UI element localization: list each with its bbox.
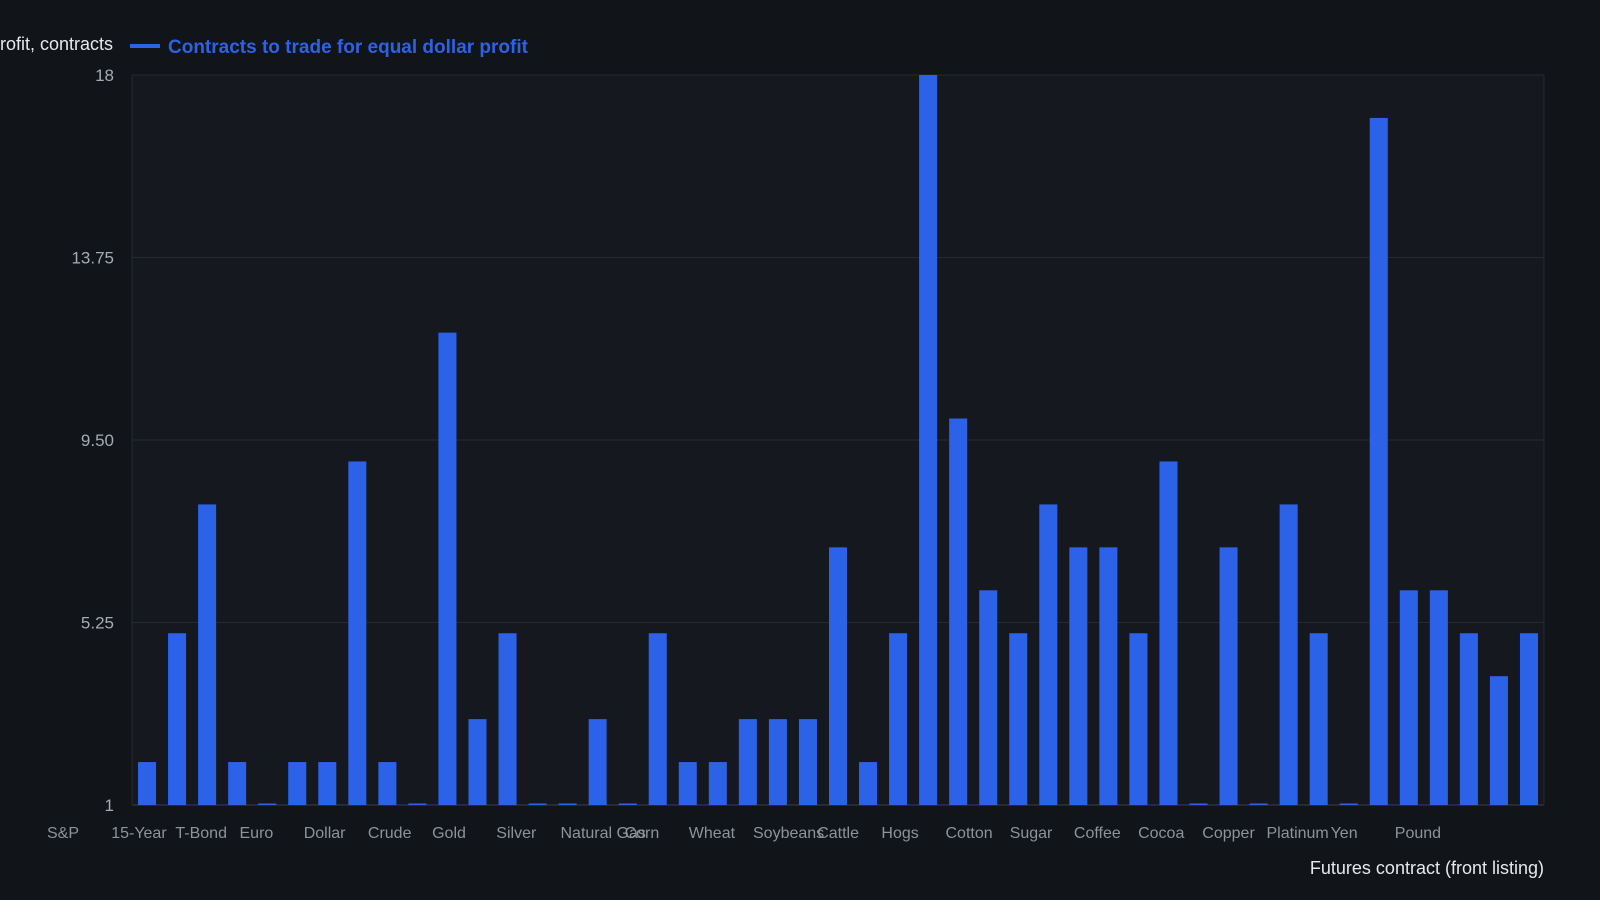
x-tick-label: Wheat	[689, 825, 736, 842]
bar[interactable]	[1069, 547, 1088, 805]
bar[interactable]	[558, 803, 577, 806]
bar[interactable]	[618, 803, 637, 806]
bar[interactable]	[1249, 803, 1268, 806]
bar[interactable]	[168, 633, 187, 805]
bar[interactable]	[528, 803, 547, 806]
x-tick-label: Yen	[1331, 825, 1358, 842]
bar[interactable]	[258, 803, 277, 806]
bar[interactable]	[468, 719, 487, 805]
bar[interactable]	[1339, 803, 1358, 806]
x-tick-label: Cattle	[817, 825, 859, 842]
x-tick-label: Natural Gas	[561, 825, 646, 842]
bar[interactable]	[588, 719, 607, 805]
x-tick-label: Hogs	[881, 825, 918, 842]
bar[interactable]	[288, 762, 307, 805]
bar[interactable]	[708, 762, 727, 805]
bar[interactable]	[1429, 590, 1448, 805]
y-tick-label: 5.25	[81, 614, 114, 633]
x-tick-label: Pound	[1395, 825, 1441, 842]
bar[interactable]	[738, 719, 757, 805]
bar[interactable]	[1129, 633, 1148, 805]
bar[interactable]	[1039, 504, 1058, 805]
bar[interactable]	[1009, 633, 1028, 805]
bar[interactable]	[1399, 590, 1418, 805]
bar[interactable]	[949, 418, 968, 805]
bar[interactable]	[198, 504, 217, 805]
x-tick-label: Sugar	[1010, 825, 1053, 842]
bar[interactable]	[859, 762, 878, 805]
bar[interactable]	[979, 590, 998, 805]
bar[interactable]	[1159, 461, 1178, 805]
y-tick-label: 18	[95, 66, 114, 85]
x-tick-label: T-Bond	[175, 825, 227, 842]
bar[interactable]	[378, 762, 397, 805]
x-axis-label: Futures contract (front listing)	[1310, 858, 1544, 878]
x-tick-label: Dollar	[304, 825, 346, 842]
bar[interactable]	[318, 762, 337, 805]
bar[interactable]	[1459, 633, 1478, 805]
x-tick-label: Soybeans	[753, 825, 824, 842]
bar[interactable]	[648, 633, 667, 805]
bar[interactable]	[1369, 117, 1388, 805]
x-tick-label: Coffee	[1074, 825, 1121, 842]
y-axis-label: Contracts to trade for equal dollar prof…	[0, 34, 113, 54]
bar[interactable]	[408, 803, 427, 806]
bar[interactable]	[1489, 676, 1508, 805]
bar[interactable]	[889, 633, 908, 805]
bars	[138, 75, 1538, 805]
x-tick-label: Copper	[1202, 825, 1255, 842]
x-tick-label: S&P	[47, 825, 79, 842]
x-tick-label: Corn	[625, 825, 660, 842]
bar[interactable]	[348, 461, 367, 805]
x-tick-label: Crude	[368, 825, 412, 842]
bar[interactable]	[768, 719, 787, 805]
bar[interactable]	[798, 719, 817, 805]
bar[interactable]	[438, 332, 457, 805]
bar[interactable]	[919, 75, 938, 805]
legend-entry: Contracts to trade for equal dollar prof…	[168, 37, 529, 58]
y-tick-label: 13.75	[71, 249, 114, 268]
x-tick-label: Platinum	[1267, 825, 1329, 842]
bar[interactable]	[828, 547, 848, 805]
x-tick-label: Silver	[496, 825, 537, 842]
bar[interactable]	[228, 762, 247, 805]
x-tick-label: 15-Year	[111, 825, 167, 842]
bar[interactable]	[678, 762, 697, 805]
y-tick-label: 1	[105, 796, 114, 815]
bar[interactable]	[1189, 803, 1208, 806]
x-tick-label: Euro	[240, 825, 274, 842]
y-tick-label: 9.50	[81, 431, 114, 450]
bar[interactable]	[1279, 504, 1298, 805]
bar[interactable]	[1219, 547, 1238, 805]
x-tick-label: Cocoa	[1138, 825, 1184, 842]
x-axis-ticks: S&P 15-Year T-Bond Euro Dollar Crude Gold Silve…	[47, 825, 1441, 842]
x-tick-label: Gold	[432, 825, 466, 842]
bar[interactable]	[1099, 547, 1118, 805]
bar[interactable]	[138, 762, 157, 805]
x-tick-label: Cotton	[946, 825, 993, 842]
y-axis-ticks: 1 5.25 9.50 13.75 18	[71, 66, 114, 815]
bar[interactable]	[1309, 633, 1328, 805]
bar[interactable]	[498, 633, 517, 805]
bar[interactable]	[1519, 633, 1538, 805]
